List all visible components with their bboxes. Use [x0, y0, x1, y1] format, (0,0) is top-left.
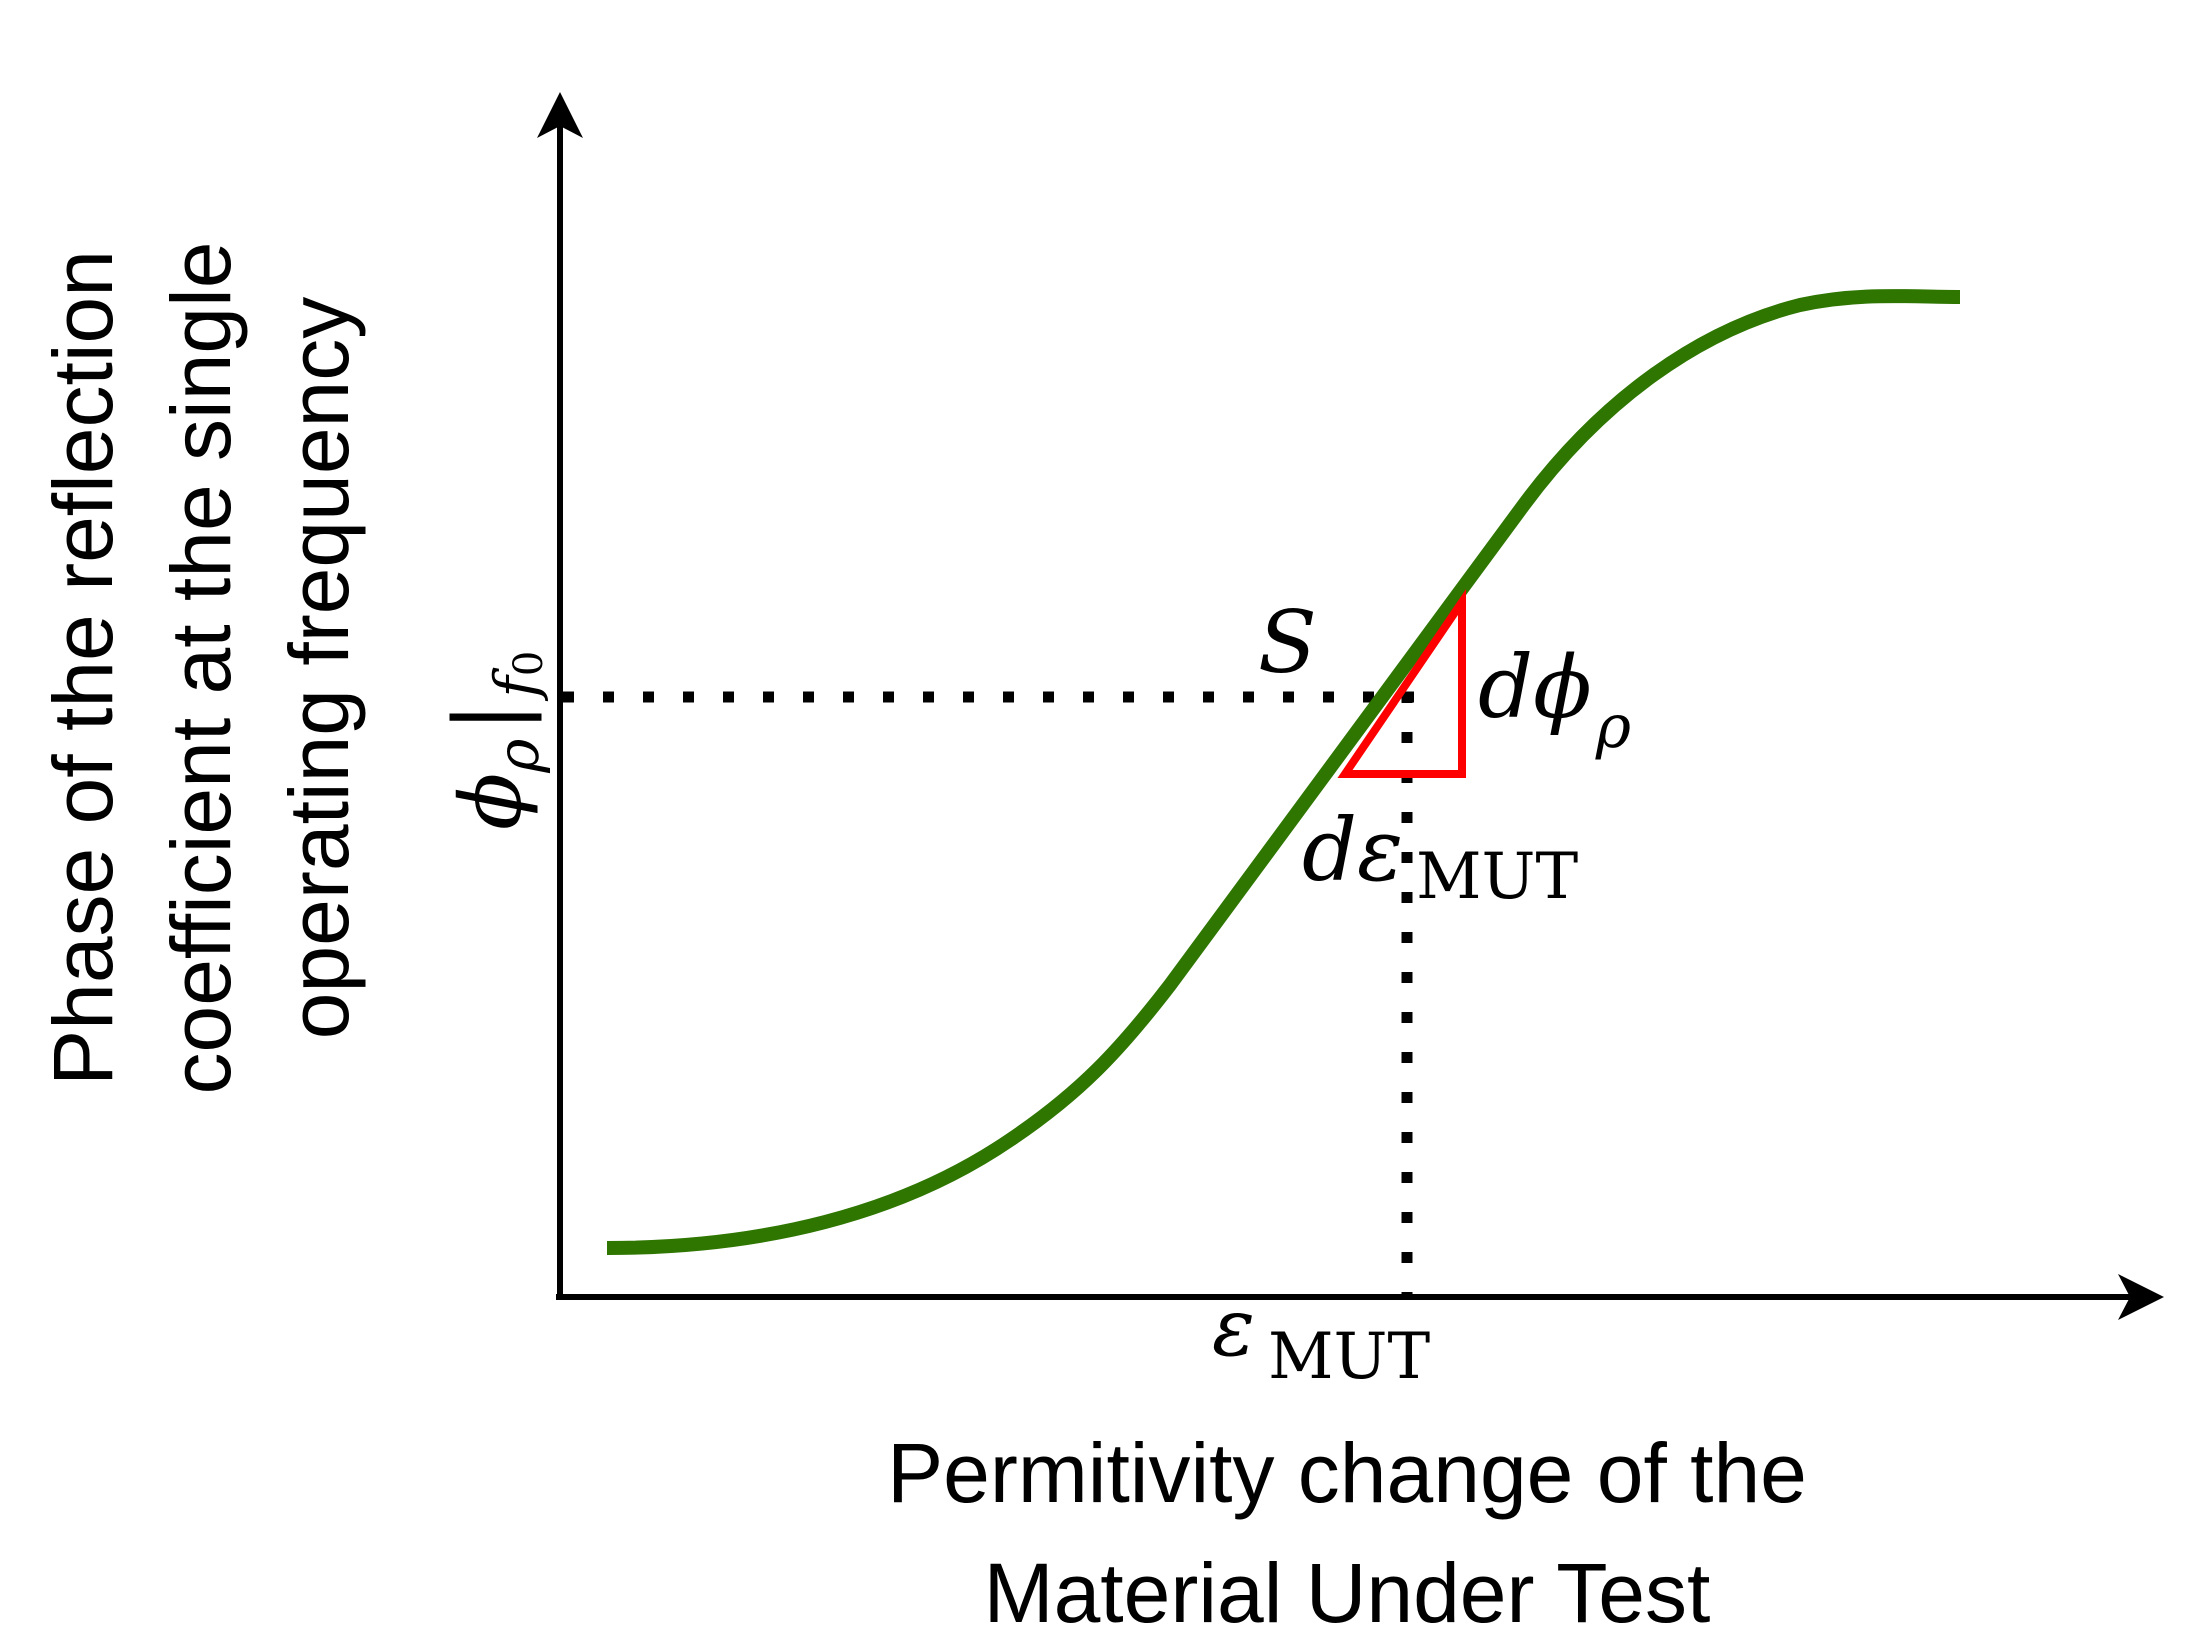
- svg-text:MUT: MUT: [1268, 1320, 1430, 1394]
- x-axis-title-line-2: Material Under Test: [984, 1546, 1711, 1640]
- svg-text:ϕρ|f0: ϕρ|f0: [435, 651, 552, 830]
- y-axis-title-line-2: coefficient at the single: [154, 241, 248, 1094]
- y-axis-title-line-3: operating frequency: [272, 297, 366, 1040]
- dphi-label: dϕρ: [1478, 638, 1631, 762]
- sigmoid-curve: [606, 289, 1961, 1255]
- slope-label: S: [1258, 593, 1317, 693]
- depsilon-label: dε MUT: [1302, 801, 1578, 914]
- y-axis-title: Phase of the reflection coefficient at t…: [36, 241, 366, 1094]
- y-tick-label-phi-f0: ϕρ|f0: [435, 651, 552, 830]
- x-tick-label-epsilon-mut: ε MUT: [1212, 1281, 1430, 1394]
- slope-triangle: [1337, 589, 1466, 778]
- x-axis-title-line-1: Permitivity change of the: [887, 1426, 1807, 1520]
- axes: [537, 92, 2164, 1320]
- svg-text:MUT: MUT: [1416, 840, 1578, 914]
- y-axis-title-line-1: Phase of the reflection: [36, 250, 130, 1086]
- x-axis-title: Permitivity change of the Material Under…: [887, 1426, 1807, 1640]
- svg-text:ε: ε: [1212, 1281, 1255, 1374]
- svg-text:dϕρ: dϕρ: [1478, 638, 1631, 762]
- svg-text:dε: dε: [1302, 801, 1403, 901]
